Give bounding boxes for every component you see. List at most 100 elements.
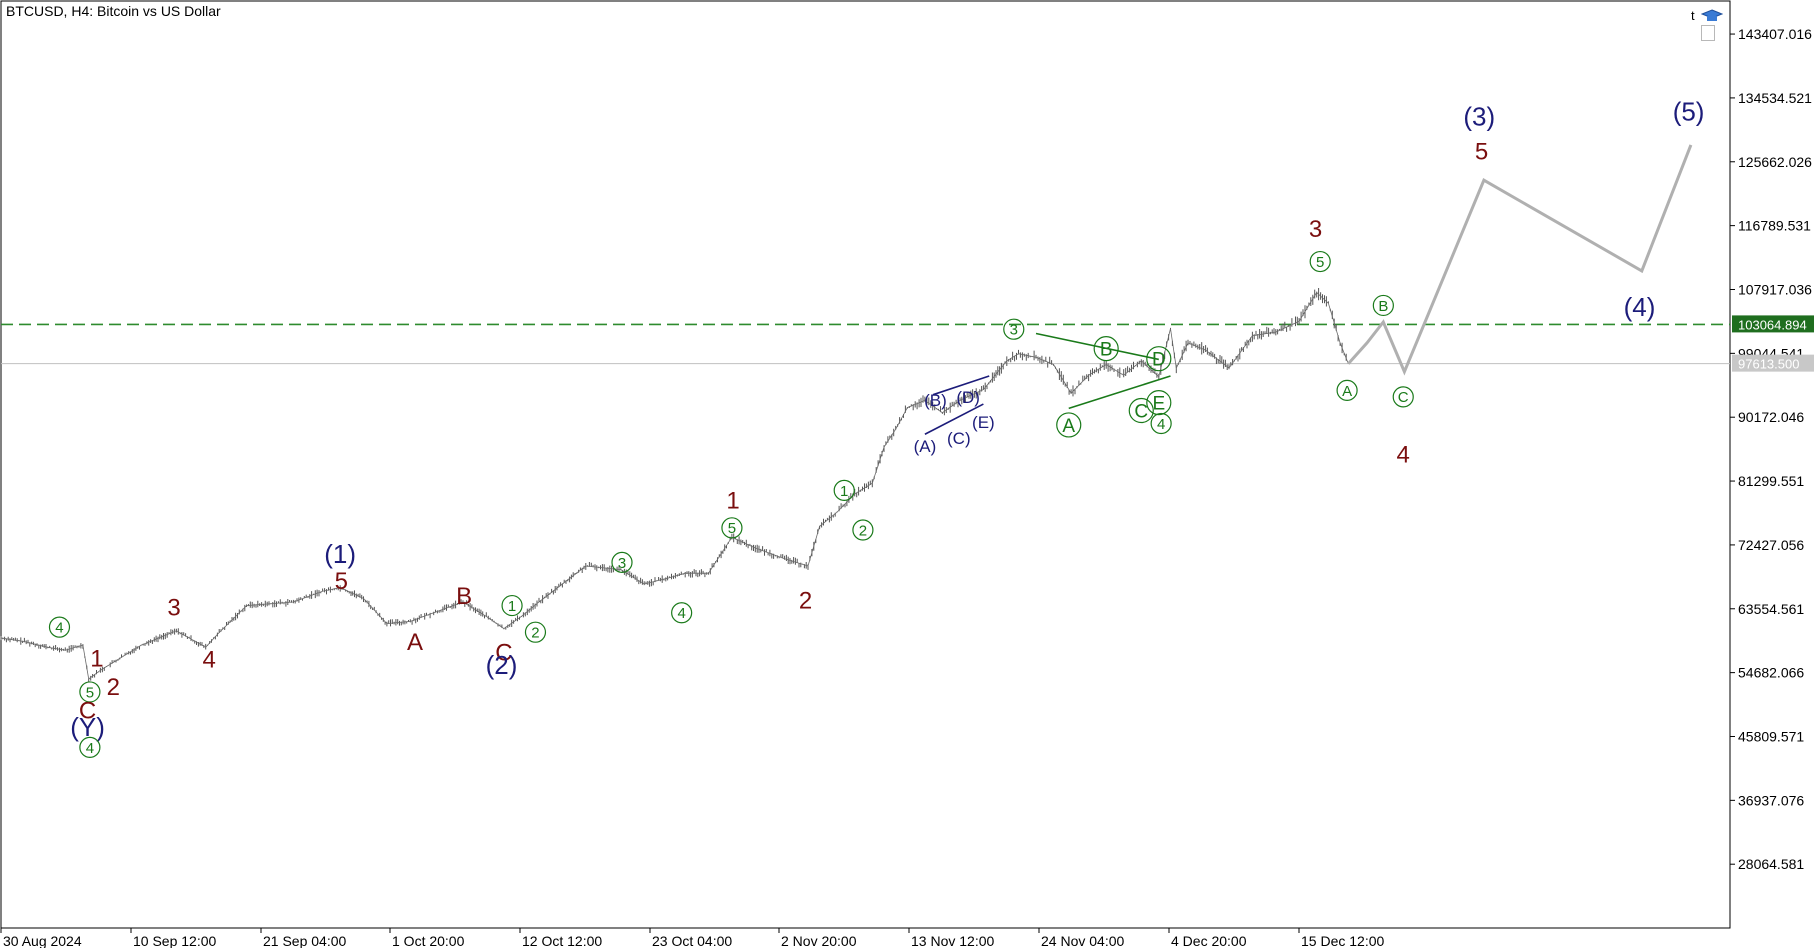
wave-label: (4)	[1624, 292, 1656, 322]
wave-label-ring	[524, 621, 547, 643]
wave-label: 3	[611, 551, 633, 573]
wave-label-text: (4)	[1624, 292, 1656, 322]
wave-label: 4	[202, 646, 215, 673]
current-price-tag-bg	[1732, 354, 1814, 372]
wave-label-text: C	[1398, 389, 1409, 406]
wave-label: (3)	[1463, 102, 1495, 132]
wave-label: 3	[1003, 318, 1025, 340]
time-tick-label: 21 Sep 04:00	[263, 933, 347, 948]
price-tick-label: 54682.066	[1738, 665, 1804, 681]
wave-label-ring	[501, 594, 523, 617]
wave-label: (B)	[924, 391, 947, 410]
price-bars	[0, 288, 1347, 683]
time-tick-label: 30 Aug 2024	[3, 933, 82, 948]
wave-label: B	[1372, 294, 1394, 317]
wave-label-ring	[1146, 390, 1172, 416]
trend-line-2	[924, 403, 984, 435]
wave-label-text: 5	[728, 520, 736, 537]
time-tick-label: 10 Sep 12:00	[133, 933, 217, 948]
wave-label: A	[1056, 412, 1082, 438]
wave-label-text: (5)	[1673, 96, 1705, 126]
wave-label: 4	[79, 736, 101, 758]
wave-label-text: D	[1152, 350, 1166, 371]
wave-label: D	[1146, 346, 1172, 372]
wave-label-text: 4	[202, 646, 215, 673]
price-line	[0, 291, 1349, 680]
wave-label-text: 5	[335, 568, 348, 595]
time-tick-label: 12 Oct 12:00	[522, 933, 602, 948]
wave-label: (2)	[486, 650, 518, 680]
wave-label-ring	[1128, 397, 1154, 424]
wave-label-text: 2	[859, 522, 867, 539]
wave-label: (E)	[972, 413, 995, 432]
price-tick-label: 28064.581	[1738, 856, 1804, 872]
wave-label-ring	[48, 616, 71, 638]
wave-label-text: 5	[86, 684, 94, 701]
price-tick-label: 63554.561	[1738, 601, 1804, 617]
wave-label-text: (3)	[1463, 102, 1495, 132]
level-price-tag-bg	[1732, 315, 1814, 333]
wave-label: (Y)	[70, 712, 105, 742]
wave-label: 2	[799, 587, 812, 614]
wave-label-ring	[1150, 412, 1172, 435]
trend-lines	[924, 332, 1171, 435]
wave-label-text: A	[1062, 416, 1075, 437]
level-price-tag: 103064.894	[1732, 315, 1814, 333]
price-tick-label: 116789.531	[1738, 218, 1811, 234]
wave-label: 5	[1475, 138, 1488, 165]
wave-label-text: 3	[1309, 216, 1322, 243]
wave-label: 5	[1309, 250, 1331, 273]
one-click-trading-icon[interactable]	[1701, 25, 1715, 41]
time-tick-label: 2 Nov 20:00	[781, 933, 857, 948]
wave-label-ring	[1093, 336, 1119, 362]
wave-label: 2	[107, 674, 120, 701]
wave-label-text: 2	[107, 674, 120, 701]
wave-label: A	[1336, 379, 1358, 401]
wave-label-ring	[833, 479, 855, 502]
price-tick-label: 72427.056	[1738, 537, 1804, 553]
corner-letter: t	[1691, 8, 1695, 23]
price-tick-label: 36937.076	[1738, 792, 1804, 808]
wave-label-text: B	[456, 583, 472, 610]
wave-label-text: 1	[726, 487, 739, 514]
wave-label-text: 4	[1157, 416, 1165, 433]
wave-label-text: B	[1378, 298, 1388, 315]
price-tick-label: 90172.046	[1738, 409, 1804, 425]
wave-label: (D)	[956, 388, 980, 407]
trend-line-1	[1068, 375, 1171, 410]
wave-label-ring	[721, 517, 743, 539]
wave-label-text: 3	[618, 555, 626, 572]
wave-label-text: C	[1134, 401, 1148, 422]
wave-label: 5	[721, 517, 743, 539]
wave-label-ring	[1392, 386, 1414, 408]
wave-label-text: B	[1100, 339, 1113, 360]
projection-path	[1347, 144, 1693, 376]
price-series	[0, 288, 1349, 683]
trend-line-3	[932, 375, 990, 396]
chart-title: BTCUSD, H4: Bitcoin vs US Dollar	[6, 3, 221, 19]
wave-label-text: 1	[840, 483, 848, 500]
plot-border	[0, 0, 1731, 929]
wave-label-ring	[611, 551, 633, 573]
time-axis: 30 Aug 2024 10 Sep 12:00 21 Sep 04:00 1 Oct…	[0, 928, 1384, 948]
wave-label: 3	[1309, 216, 1322, 243]
wave-label-ring	[1056, 412, 1082, 438]
wave-label-text: 5	[1316, 254, 1324, 271]
wave-label-text: 2	[531, 625, 539, 642]
academy-hat-icon[interactable]	[1700, 9, 1724, 23]
wave-label-text: 3	[167, 595, 180, 622]
wave-label: C	[495, 639, 512, 666]
wave-projection-path	[1347, 144, 1693, 376]
wave-label: (1)	[324, 539, 356, 569]
wave-label-text: 4	[677, 605, 685, 622]
time-tick-label: 15 Dec 12:00	[1301, 933, 1384, 948]
wave-label-text: (E)	[972, 413, 995, 432]
wave-label-text: A	[1342, 383, 1352, 400]
wave-label: 5	[335, 568, 348, 595]
time-tick-label: 23 Oct 04:00	[652, 933, 732, 948]
wave-label: 5	[79, 681, 101, 703]
wave-label: B	[456, 583, 472, 610]
wave-label-text: C	[495, 639, 512, 666]
